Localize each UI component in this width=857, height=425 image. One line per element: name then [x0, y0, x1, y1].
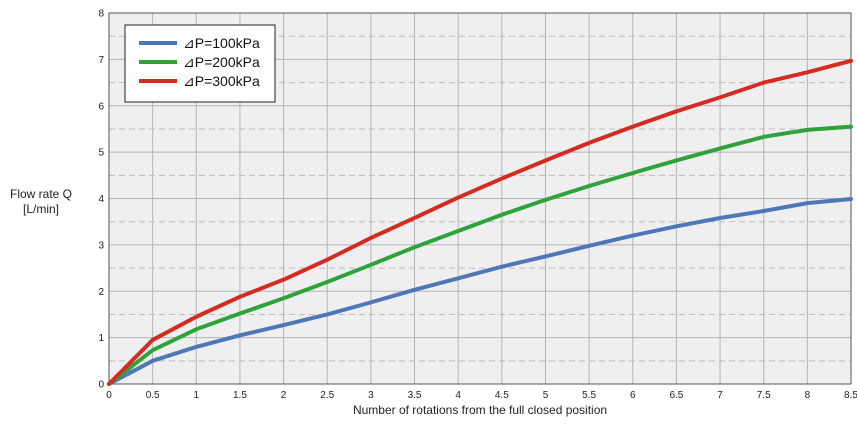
x-tick-label: 1 — [194, 390, 200, 401]
y-axis-label-line2: [L/min] — [23, 202, 59, 216]
x-tick-label: 0.5 — [146, 390, 160, 401]
x-tick-label: 3.5 — [408, 390, 422, 401]
series-line-2 — [107, 124, 853, 386]
x-tick-label: 6 — [630, 390, 636, 401]
y-tick-label: 6 — [98, 101, 104, 112]
y-axis-ticks: 0 1 2 3 4 5 6 7 8 — [98, 9, 104, 391]
x-tick-label: 6.5 — [669, 390, 683, 401]
y-tick-label: 0 — [98, 380, 104, 391]
y-tick-label: 1 — [98, 333, 104, 344]
x-tick-label: 2.5 — [320, 390, 334, 401]
series-lines — [107, 58, 853, 386]
x-tick-label: 8.5 — [844, 390, 857, 401]
x-tick-label: 2 — [281, 390, 287, 401]
y-tick-label: 5 — [98, 148, 104, 159]
x-tick-label: 0 — [106, 390, 112, 401]
x-tick-label: 8 — [805, 390, 811, 401]
x-tick-label: 4.5 — [495, 390, 509, 401]
x-tick-label: 4 — [455, 390, 461, 401]
legend-label: ⊿P=300kPa — [183, 73, 260, 89]
y-tick-label: 8 — [98, 9, 104, 20]
x-tick-label: 5.5 — [582, 390, 596, 401]
x-tick-label: 1.5 — [233, 390, 247, 401]
y-tick-label: 7 — [98, 55, 104, 66]
y-tick-label: 4 — [98, 194, 104, 205]
x-axis-label: Number of rotations from the full closed… — [353, 403, 607, 417]
y-tick-label: 3 — [98, 240, 104, 251]
series-line-3 — [107, 58, 853, 386]
x-tick-label: 7 — [717, 390, 723, 401]
x-tick-label: 3 — [368, 390, 374, 401]
series-line-1 — [107, 196, 853, 386]
x-tick-label: 7.5 — [757, 390, 771, 401]
legend-label: ⊿P=200kPa — [183, 54, 260, 70]
x-tick-label: 5 — [543, 390, 549, 401]
x-axis-ticks: 0 0.5 1 1.5 2 2.5 3 3.5 4 4.5 5 5.5 6 6.5 7 7.5 8 8.5 — [106, 390, 857, 401]
legend: ⊿P=100kPa ⊿P=200kPa ⊿P=300kPa — [124, 24, 276, 103]
y-tick-label: 2 — [98, 287, 104, 298]
legend-label: ⊿P=100kPa — [183, 35, 260, 51]
y-axis-label-line1: Flow rate Q — [10, 187, 72, 201]
